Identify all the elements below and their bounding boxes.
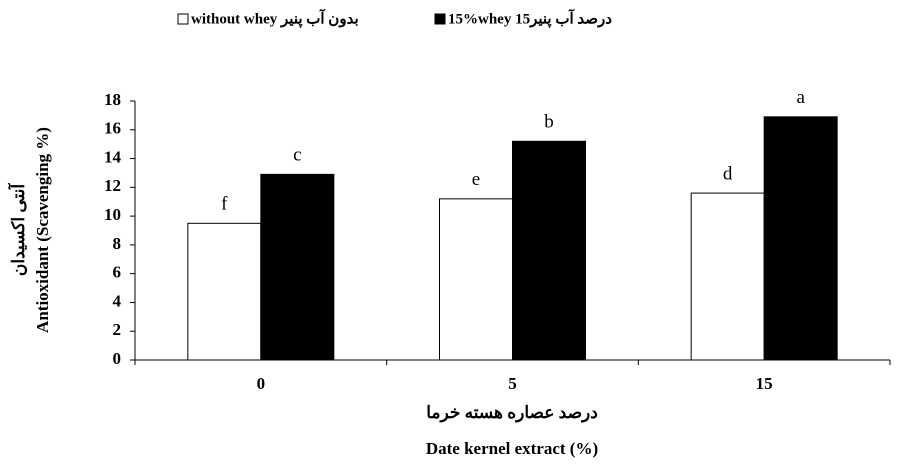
bar bbox=[260, 173, 335, 361]
y-tick-label: 4 bbox=[113, 291, 122, 310]
legend-swatch bbox=[177, 13, 189, 25]
bar bbox=[763, 116, 838, 361]
y-axis-label: Antioxidant (Scavenging %) bbox=[33, 127, 52, 333]
legend-swatch bbox=[434, 13, 446, 25]
bar bbox=[512, 140, 586, 361]
legend-label: without whey بدون آب پنیر bbox=[191, 8, 359, 28]
annotation: e bbox=[472, 169, 480, 190]
bar bbox=[187, 222, 262, 361]
x-tick-label: 15 bbox=[756, 374, 773, 393]
annotation: d bbox=[723, 163, 733, 184]
bar bbox=[690, 192, 765, 361]
y-tick-label: 18 bbox=[104, 90, 121, 109]
y-tick-label: 14 bbox=[104, 147, 122, 166]
annotation: b bbox=[544, 112, 554, 133]
annotation: c bbox=[293, 145, 301, 166]
bar bbox=[439, 198, 513, 361]
annotation: a bbox=[796, 87, 805, 108]
y-tick-label: 6 bbox=[113, 263, 122, 282]
x-axis-label: Date kernel extract (%) bbox=[426, 439, 598, 458]
y-axis-label: آنتی اکسیدان bbox=[7, 183, 28, 277]
y-tick-label: 12 bbox=[104, 176, 121, 195]
y-tick-label: 2 bbox=[113, 320, 122, 339]
x-tick-label: 5 bbox=[508, 374, 517, 393]
y-tick-label: 10 bbox=[104, 205, 121, 224]
y-tick-label: 8 bbox=[113, 234, 122, 253]
x-axis-label: درصد عصاره هسته خرما bbox=[426, 403, 598, 423]
legend-label: 15%whey درصد آب پنیر15 bbox=[448, 8, 612, 28]
x-tick-label: 0 bbox=[257, 374, 266, 393]
y-tick-label: 0 bbox=[113, 349, 122, 368]
y-tick-label: 16 bbox=[104, 119, 121, 138]
annotation: f bbox=[221, 194, 228, 215]
